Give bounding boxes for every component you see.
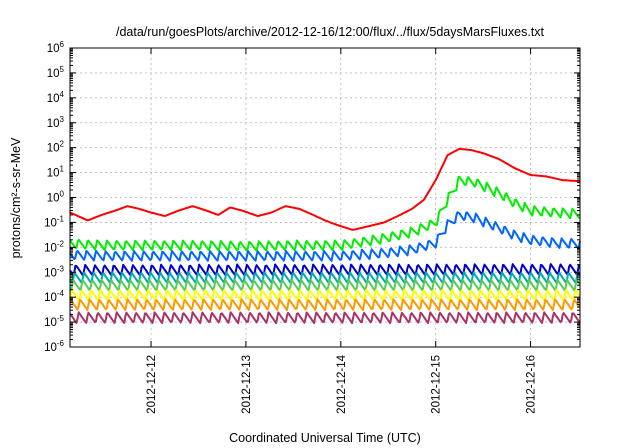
series-line-2 <box>69 175 581 252</box>
y-tick-label: 103 <box>47 115 65 130</box>
y-tick-label: 10-6 <box>44 339 64 354</box>
series-line-5 <box>69 271 581 285</box>
y-tick-label: 105 <box>47 65 65 80</box>
x-tick-label: 2012-12-12 <box>146 355 158 414</box>
series-line-3 <box>69 211 581 262</box>
y-tick-label: 10-5 <box>44 314 64 329</box>
x-axis-label: Coordinated Universal Time (UTC) <box>229 431 421 445</box>
series-line-7 <box>69 288 581 302</box>
series-line-9 <box>69 311 581 325</box>
y-tick-label: 106 <box>47 40 65 55</box>
y-tick-label: 10-2 <box>44 239 64 254</box>
y-tick-label: 100 <box>47 190 65 205</box>
x-tick-label: 2012-12-16 <box>526 355 538 414</box>
y-tick-label: 102 <box>47 140 65 155</box>
chart-title: /data/run/goesPlots/archive/2012-12-16/1… <box>116 25 545 39</box>
y-tick-label: 10-1 <box>44 214 64 229</box>
x-ticks: 2012-12-12 2012-12-13 2012-12-14 2012-12-15… <box>146 48 538 414</box>
series-line-4 <box>69 263 581 277</box>
y-tick-label: 101 <box>47 165 65 180</box>
y-tick-label: 10-3 <box>44 264 64 279</box>
series-line-6 <box>69 278 581 292</box>
y-axis-label: protons/cm²-s-sr-MeV <box>9 137 23 259</box>
x-tick-label: 2012-12-14 <box>336 354 348 413</box>
x-tick-label: 2012-12-13 <box>241 355 253 414</box>
x-tick-label: 2012-12-15 <box>431 355 443 414</box>
y-tick-label: 10-4 <box>44 289 64 304</box>
series-line-1 <box>69 147 580 231</box>
y-tick-label: 104 <box>47 90 65 105</box>
series-group <box>69 147 581 325</box>
series-line-8 <box>69 298 581 312</box>
